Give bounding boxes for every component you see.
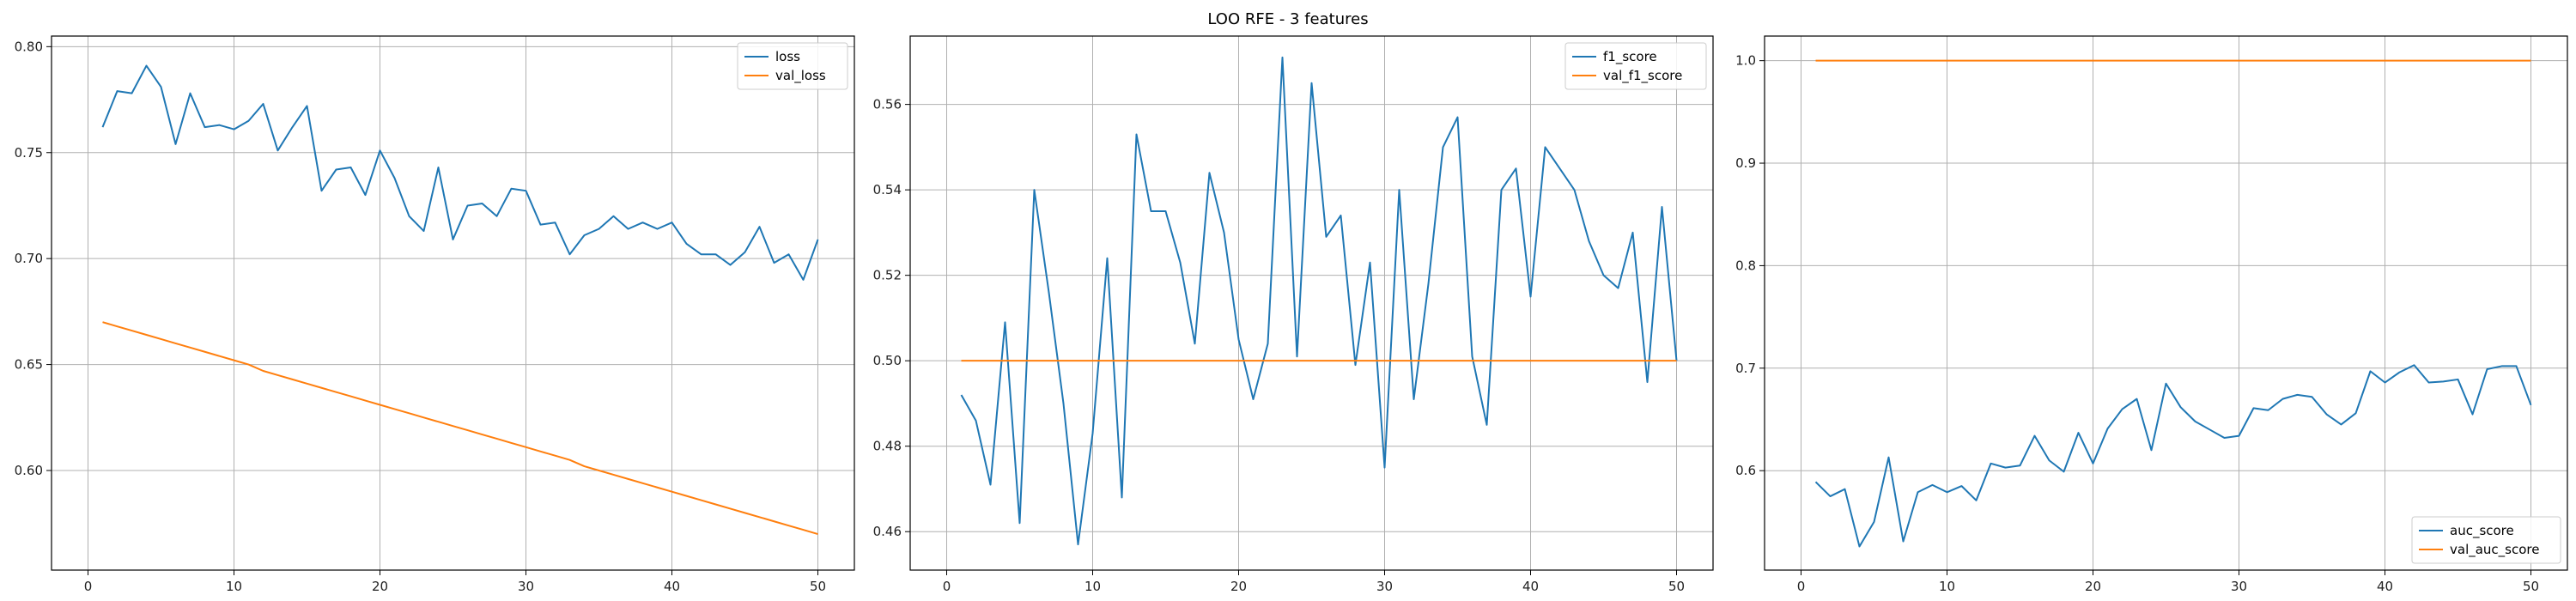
y-tick-label: 0.7 [1735, 361, 1756, 376]
x-tick-label: 30 [2231, 579, 2247, 594]
legend-label: f1_score [1603, 49, 1657, 65]
x-tick-label: 20 [1230, 579, 1247, 594]
x-tick-label: 40 [1522, 579, 1539, 594]
x-tick-label: 20 [2085, 579, 2101, 594]
chart-panel-1: 0 10 20 30 40 50 0.60 0.65 0.70 0.75 0.80 loss val_l… [15, 35, 855, 594]
x-tick-label: 10 [226, 579, 242, 594]
x-tick-label: 20 [372, 579, 388, 594]
legend: loss val_loss [737, 42, 848, 90]
x-tick-label: 10 [1084, 579, 1101, 594]
y-tick-label: 0.56 [873, 97, 902, 112]
x-tick-label: 0 [84, 579, 93, 594]
y-tick-label: 0.52 [873, 268, 902, 283]
legend-label: val_f1_score [1603, 68, 1682, 84]
series-line-f1-score [960, 56, 1678, 546]
y-tick-label: 0.65 [15, 357, 43, 373]
x-tick-label: 0 [1797, 579, 1806, 594]
y-tick-label: 0.6 [1735, 463, 1756, 478]
legend: auc_score val_auc_score [2411, 516, 2561, 564]
y-tick-label: 1.0 [1735, 53, 1756, 69]
legend-label: loss [775, 49, 800, 64]
x-tick-label: 10 [1939, 579, 1955, 594]
legend-label: val_loss [775, 68, 826, 84]
y-tick-label: 0.70 [15, 251, 43, 266]
series-line-loss [101, 64, 819, 281]
charts-container: 0 10 20 30 40 500.600.650.700.750.80lossval_l… [15, 35, 2568, 594]
y-tick-label: 0.50 [873, 353, 902, 368]
y-tick-label: 0.80 [15, 39, 43, 54]
x-tick-label: 40 [2377, 579, 2393, 594]
figure-title: LOO RFE - 3 features [1207, 10, 1368, 28]
x-tick-label: 30 [1376, 579, 1393, 594]
series-line-val-loss [102, 321, 818, 536]
legend-box [1564, 42, 1707, 90]
x-tick-label: 0 [943, 579, 951, 594]
y-tick-label: 0.8 [1735, 258, 1756, 273]
x-tick-label: 30 [518, 579, 534, 594]
legend-box [2411, 516, 2561, 564]
y-tick-label: 0.54 [873, 182, 902, 197]
legend: f1_score val_f1_score [1564, 42, 1707, 90]
y-tick-label: 0.46 [873, 524, 902, 539]
x-tick-label: 40 [664, 579, 680, 594]
series-line-auc-score [1814, 364, 2532, 548]
x-tick-label: 50 [1668, 579, 1685, 594]
legend-box [737, 42, 848, 90]
legend-label: auc_score [2450, 523, 2514, 539]
axes-frame [909, 35, 1714, 571]
y-tick-label: 0.60 [15, 463, 43, 478]
y-tick-label: 0.9 [1735, 155, 1756, 171]
y-tick-label: 0.48 [873, 439, 902, 454]
x-tick-label: 50 [810, 579, 826, 594]
axes-frame [1764, 35, 2568, 571]
chart-panel-2: 0 10 20 30 40 50 0.46 0.48 0.50 0.52 0.54 0.56 f1_sc… [873, 35, 1714, 594]
y-tick-label: 0.75 [15, 145, 43, 161]
axes-frame [51, 35, 855, 571]
legend-label: val_auc_score [2450, 542, 2540, 558]
x-tick-label: 50 [2523, 579, 2539, 594]
chart-panel-3: 0 10 20 30 40 50 0.6 0.7 0.8 0.9 1.0 auc_score val_a… [1735, 35, 2568, 594]
